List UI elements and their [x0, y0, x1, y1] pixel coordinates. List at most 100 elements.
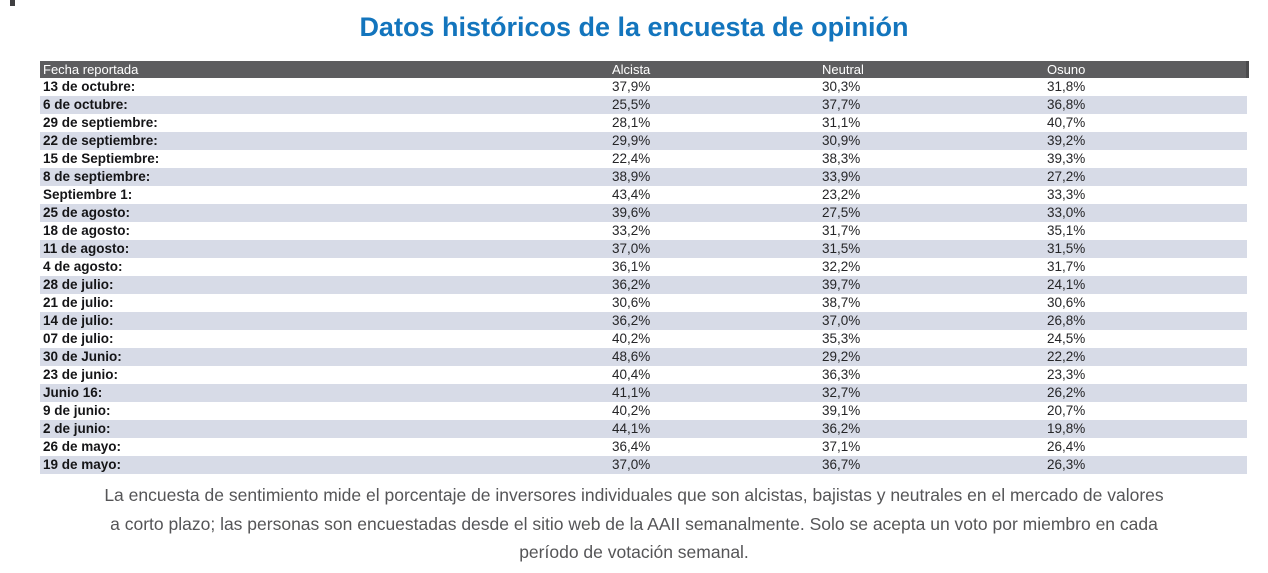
osuno-cell: 31,7% [1047, 259, 1086, 274]
table-row: 14 de julio: 36,2% 37,0% 26,8% [40, 312, 1247, 330]
date-cell: 30 de Junio: [43, 349, 122, 364]
neutral-cell: 23,2% [822, 187, 861, 202]
table-row: 26 de mayo: 36,4% 37,1% 26,4% [40, 438, 1247, 456]
column-header-neutral: Neutral [819, 61, 1044, 78]
table-row: 28 de julio: 36,2% 39,7% 24,1% [40, 276, 1247, 294]
date-cell: 4 de agosto: [43, 259, 123, 274]
osuno-cell: 39,2% [1047, 133, 1086, 148]
osuno-cell: 19,8% [1047, 421, 1086, 436]
osuno-cell: 22,2% [1047, 349, 1086, 364]
osuno-cell: 23,3% [1047, 367, 1086, 382]
table-row: 18 de agosto: 33,2% 31,7% 35,1% [40, 222, 1247, 240]
date-cell: 18 de agosto: [43, 223, 131, 238]
page-title: Datos históricos de la encuesta de opini… [359, 12, 909, 42]
alcista-cell: 37,0% [612, 241, 651, 256]
alcista-cell: 48,6% [612, 349, 651, 364]
alcista-cell: 37,9% [612, 79, 651, 94]
survey-history-table: Fecha reportada Alcista Neutral Osuno 13… [40, 61, 1249, 474]
alcista-cell: 36,4% [612, 439, 651, 454]
table-row: 29 de septiembre: 28,1% 31,1% 40,7% [40, 114, 1247, 132]
neutral-cell: 29,2% [822, 349, 861, 364]
date-cell: 13 de octubre: [43, 79, 136, 94]
neutral-cell: 30,3% [822, 79, 861, 94]
neutral-cell: 32,7% [822, 385, 861, 400]
osuno-cell: 33,0% [1047, 205, 1086, 220]
date-cell: 15 de Septiembre: [43, 151, 160, 166]
neutral-cell: 37,1% [822, 439, 861, 454]
osuno-cell: 39,3% [1047, 151, 1086, 166]
table-row: 25 de agosto: 39,6% 27,5% 33,0% [40, 204, 1247, 222]
date-cell: 6 de octubre: [43, 97, 128, 112]
column-header-osuno: Osuno [1044, 61, 1249, 78]
table-row: 2 de junio: 44,1% 36,2% 19,8% [40, 420, 1247, 438]
neutral-cell: 30,9% [822, 133, 861, 148]
date-cell: 19 de mayo: [43, 457, 122, 472]
table-row: 30 de Junio: 48,6% 29,2% 22,2% [40, 348, 1247, 366]
date-cell: 29 de septiembre: [43, 115, 158, 130]
neutral-cell: 36,7% [822, 457, 861, 472]
table-row: 11 de agosto: 37,0% 31,5% 31,5% [40, 240, 1247, 258]
date-cell: 22 de septiembre: [43, 133, 158, 148]
neutral-cell: 31,5% [822, 241, 861, 256]
table-row: 6 de octubre: 25,5% 37,7% 36,8% [40, 96, 1247, 114]
osuno-cell: 26,4% [1047, 439, 1086, 454]
column-header-fecha: Fecha reportada [40, 61, 609, 78]
alcista-cell: 43,4% [612, 187, 651, 202]
osuno-cell: 24,1% [1047, 277, 1086, 292]
alcista-cell: 29,9% [612, 133, 651, 148]
alcista-cell: 40,4% [612, 367, 651, 382]
osuno-cell: 40,7% [1047, 115, 1086, 130]
osuno-cell: 35,1% [1047, 223, 1086, 238]
neutral-cell: 27,5% [822, 205, 861, 220]
date-cell: 28 de julio: [43, 277, 114, 292]
date-cell: 11 de agosto: [43, 241, 130, 256]
alcista-cell: 36,1% [612, 259, 651, 274]
neutral-cell: 36,2% [822, 421, 861, 436]
osuno-cell: 24,5% [1047, 331, 1086, 346]
osuno-cell: 30,6% [1047, 295, 1086, 310]
table-row: 22 de septiembre: 29,9% 30,9% 39,2% [40, 132, 1247, 150]
alcista-cell: 38,9% [612, 169, 651, 184]
table-row: Junio 16: 41,1% 32,7% 26,2% [40, 384, 1247, 402]
neutral-cell: 39,1% [822, 403, 861, 418]
table-row: 9 de junio: 40,2% 39,1% 20,7% [40, 402, 1247, 420]
date-cell: 14 de julio: [43, 313, 114, 328]
alcista-cell: 25,5% [612, 97, 651, 112]
osuno-cell: 31,8% [1047, 79, 1086, 94]
alcista-cell: 41,1% [612, 385, 651, 400]
table-row: 19 de mayo: 37,0% 36,7% 26,3% [40, 456, 1247, 474]
table-row: 13 de octubre: 37,9% 30,3% 31,8% [40, 78, 1247, 96]
neutral-cell: 35,3% [822, 331, 861, 346]
screenshot-corner-artifact [10, 0, 15, 6]
osuno-cell: 33,3% [1047, 187, 1086, 202]
alcista-cell: 40,2% [612, 403, 651, 418]
neutral-cell: 37,7% [822, 97, 861, 112]
alcista-cell: 28,1% [612, 115, 651, 130]
date-cell: 2 de junio: [43, 421, 111, 436]
table-body: 13 de octubre: 37,9% 30,3% 31,8% 6 de octubr… [40, 78, 1247, 474]
column-header-alcista: Alcista [609, 61, 819, 78]
table-row: 4 de agosto: 36,1% 32,2% 31,7% [40, 258, 1247, 276]
alcista-cell: 30,6% [612, 295, 651, 310]
neutral-cell: 37,0% [822, 313, 861, 328]
alcista-cell: 22,4% [612, 151, 651, 166]
neutral-cell: 31,1% [822, 115, 861, 130]
table-row: 23 de junio: 40,4% 36,3% 23,3% [40, 366, 1247, 384]
alcista-cell: 33,2% [612, 223, 651, 238]
osuno-cell: 27,2% [1047, 169, 1086, 184]
table-row: 8 de septiembre: 38,9% 33,9% 27,2% [40, 168, 1247, 186]
date-cell: Junio 16: [43, 385, 103, 400]
alcista-cell: 39,6% [612, 205, 651, 220]
date-cell: 07 de julio: [43, 331, 114, 346]
osuno-cell: 26,8% [1047, 313, 1086, 328]
date-cell: 25 de agosto: [43, 205, 131, 220]
osuno-cell: 20,7% [1047, 403, 1086, 418]
neutral-cell: 38,7% [822, 295, 861, 310]
neutral-cell: 32,2% [822, 259, 861, 274]
alcista-cell: 37,0% [612, 457, 651, 472]
alcista-cell: 36,2% [612, 313, 651, 328]
date-cell: 8 de septiembre: [43, 169, 151, 184]
neutral-cell: 36,3% [822, 367, 861, 382]
table-header: Fecha reportada Alcista Neutral Osuno [40, 61, 1249, 78]
